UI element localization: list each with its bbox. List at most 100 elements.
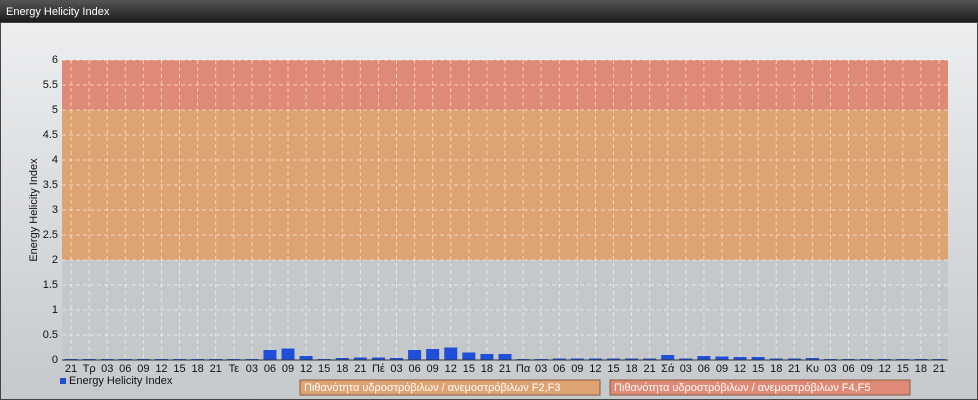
- x-tick-label: 09: [137, 363, 149, 375]
- x-tick-label: 09: [571, 363, 583, 375]
- x-tick-label: 15: [463, 363, 475, 375]
- bar: [733, 357, 747, 360]
- bar: [353, 357, 367, 360]
- bar: [390, 358, 404, 360]
- x-tick-label: 03: [535, 363, 547, 375]
- x-tick-label: 12: [300, 363, 312, 375]
- bar: [426, 349, 440, 360]
- y-tick-label: 5: [52, 104, 58, 116]
- x-tick-label: 12: [445, 363, 457, 375]
- header-title: Energy Helicity Index: [6, 6, 110, 18]
- bar: [335, 358, 349, 360]
- y-tick-label: 6: [52, 54, 58, 66]
- bar: [697, 356, 711, 360]
- x-tick-label: 03: [390, 363, 402, 375]
- x-tick-label: 06: [264, 363, 276, 375]
- x-tick-label: 09: [282, 363, 294, 375]
- x-tick-label: 12: [734, 363, 746, 375]
- x-tick-label: 09: [716, 363, 728, 375]
- bar: [588, 358, 602, 360]
- x-tick-label: 12: [879, 363, 891, 375]
- y-tick-label: 1: [52, 304, 58, 316]
- band-legend-swatch: [299, 379, 601, 396]
- x-tick-label: 12: [155, 363, 167, 375]
- bar: [805, 358, 819, 360]
- x-tick-label: 15: [752, 363, 764, 375]
- x-tick-label: Σά: [661, 363, 675, 375]
- band-legend-label: Πιθανότητα υδροστρόβιλων / ανεμοστρόβιλω…: [614, 382, 871, 394]
- x-tick-label: 06: [842, 363, 854, 375]
- x-tick-label: 09: [861, 363, 873, 375]
- x-tick-label: 09: [427, 363, 439, 375]
- bar: [715, 356, 729, 360]
- x-tick-label: 18: [625, 363, 637, 375]
- x-tick-label: 06: [698, 363, 710, 375]
- x-tick-label: 18: [191, 363, 203, 375]
- bar: [299, 356, 313, 360]
- bar: [643, 358, 657, 360]
- bar: [661, 355, 675, 360]
- x-tick-label: 21: [644, 363, 656, 375]
- x-tick-label: 21: [933, 363, 945, 375]
- y-tick-label: 0: [52, 354, 58, 366]
- x-tick-label: 03: [101, 363, 113, 375]
- x-tick-label: Τε: [229, 363, 240, 375]
- x-tick-label: Κυ: [806, 363, 819, 375]
- x-tick-label: 03: [246, 363, 258, 375]
- x-tick-label: 15: [607, 363, 619, 375]
- x-tick-label: 18: [481, 363, 493, 375]
- bar: [679, 358, 693, 360]
- y-tick-label: 2.5: [43, 229, 58, 241]
- legend-swatch: [60, 378, 66, 384]
- x-tick-label: Πα: [516, 363, 531, 375]
- bar: [462, 352, 476, 360]
- band-legend-swatch: [609, 379, 911, 396]
- x-tick-label: 21: [499, 363, 511, 375]
- x-tick-label: 12: [589, 363, 601, 375]
- legend-label: Energy Helicity Index: [69, 375, 173, 387]
- x-tick-label: 03: [680, 363, 692, 375]
- bar: [263, 350, 277, 360]
- x-tick-label: 15: [318, 363, 330, 375]
- x-tick-label: 06: [408, 363, 420, 375]
- bar: [408, 350, 422, 360]
- bar: [480, 354, 494, 360]
- y-tick-label: 5.5: [43, 79, 58, 91]
- x-tick-label: 03: [824, 363, 836, 375]
- x-tick-label: 15: [897, 363, 909, 375]
- x-tick-label: Πέ: [372, 363, 385, 375]
- bar: [570, 358, 584, 360]
- x-tick-label: 06: [119, 363, 131, 375]
- bar: [498, 354, 512, 360]
- x-tick-label: 18: [770, 363, 782, 375]
- bar: [769, 358, 783, 360]
- bar: [606, 358, 620, 360]
- x-tick-label: Τρ: [83, 363, 96, 375]
- x-tick-label: 18: [336, 363, 348, 375]
- x-tick-label: 21: [354, 363, 366, 375]
- bar: [371, 357, 385, 360]
- x-tick-label: 21: [210, 363, 222, 375]
- bar: [787, 358, 801, 360]
- x-tick-label: 15: [173, 363, 185, 375]
- x-tick-label: 21: [788, 363, 800, 375]
- x-tick-label: 18: [915, 363, 927, 375]
- bar: [751, 357, 765, 360]
- band-legend-label: Πιθανότητα υδροστρόβιλων / ανεμοστρόβιλω…: [304, 382, 561, 394]
- y-tick-label: 0.5: [43, 329, 58, 341]
- y-axis-label: Energy Helicity Index: [28, 158, 40, 262]
- x-tick-label: 21: [65, 363, 77, 375]
- header-bar: [0, 0, 978, 22]
- y-tick-label: 2: [52, 254, 58, 266]
- y-tick-label: 4: [52, 154, 58, 166]
- x-tick-label: 06: [553, 363, 565, 375]
- bar: [625, 358, 639, 360]
- y-tick-label: 3.5: [43, 179, 58, 191]
- bar: [552, 358, 566, 360]
- bar: [281, 348, 295, 360]
- bar: [444, 347, 458, 360]
- y-tick-label: 4.5: [43, 129, 58, 141]
- y-tick-label: 1.5: [43, 279, 58, 291]
